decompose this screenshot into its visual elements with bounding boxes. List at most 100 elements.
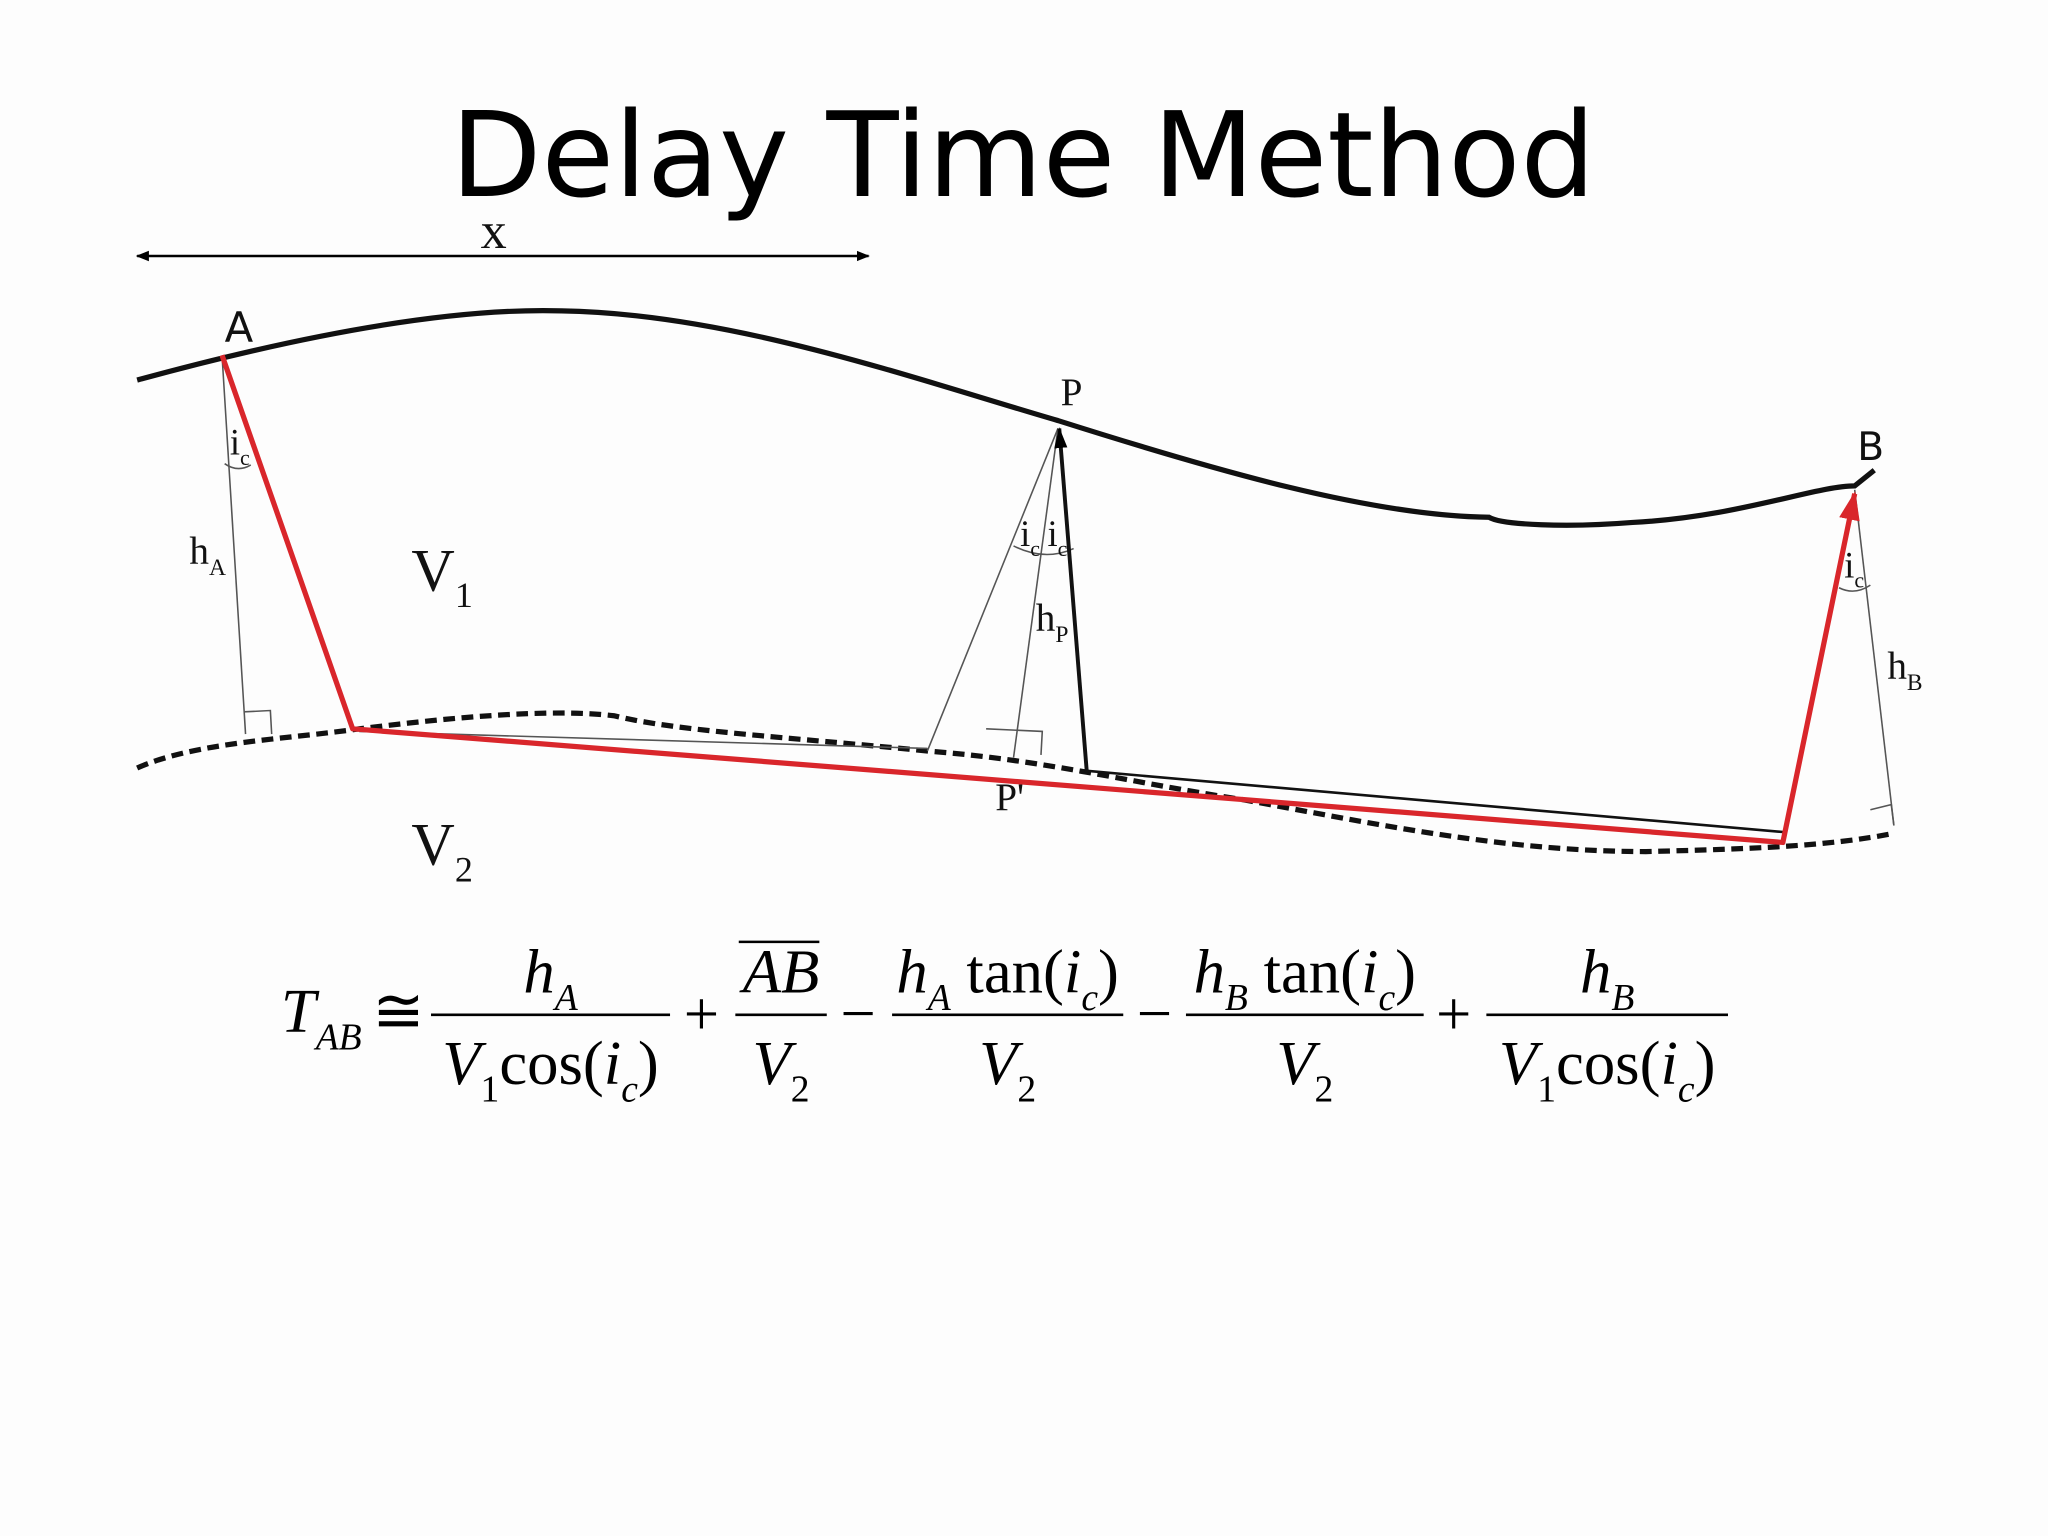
math-part: i [1660,1028,1677,1098]
denominator: V1cos(ic) [1499,1028,1716,1111]
math-part: ) [1098,937,1119,1007]
refracted-ray-path [219,354,1860,846]
math-part: V [411,811,454,878]
math-part: i [1064,937,1081,1007]
denominator: V2 [979,1028,1036,1111]
subscript: c [1678,1069,1695,1111]
diagram-label: ic [1048,513,1068,561]
slide-title: Delay Time Method [451,86,1596,224]
subscript: 1 [481,1069,500,1111]
math-part: x [481,202,507,260]
numerator: hA [523,937,578,1020]
diagram-label: ic [1844,544,1864,592]
math-part: tan( [1248,937,1361,1007]
math-part: B [1857,425,1884,470]
diagram-label: P [1061,371,1083,414]
math-part: V [1276,1028,1321,1098]
math-part: T [281,976,320,1046]
math-part: cos( [1556,1028,1660,1098]
numerator: hA tan(ic) [896,937,1118,1020]
diagram-label: ic [230,422,250,470]
diagram-label: ic [1020,513,1040,561]
operator: + [1436,978,1471,1048]
math-part: V [1499,1028,1544,1098]
formula-relation: ≅ [372,976,425,1046]
math-part: i [604,1028,621,1098]
subscript: 2 [791,1069,810,1111]
math-part: V [979,1028,1024,1098]
subscript: 2 [455,849,473,889]
subscript: A [209,555,226,581]
subscript: 1 [455,575,473,615]
math-part: V [411,536,454,603]
math-part: A [225,303,254,352]
diagram-label: A [225,303,254,352]
diagram-label: P' [995,776,1024,819]
subscript: A [552,977,579,1019]
diagram-label: B [1857,425,1884,470]
math-part: i [230,422,240,463]
subscript: c [1058,536,1068,561]
math-part: V [753,1028,798,1098]
subscript: B [1225,977,1248,1019]
ray-to-p [1054,427,1089,771]
subscript: AB [313,1016,362,1058]
subscript: A [925,977,952,1019]
subscript: c [240,445,250,470]
math-part: h [1887,645,1907,688]
construction-lines [221,355,1895,826]
diagram-label: hP [1036,597,1069,648]
diagram-label: V1 [411,536,472,615]
operator: + [684,978,719,1048]
math-part: h [189,530,209,573]
math-part: tan( [951,937,1064,1007]
math-part: i [1844,544,1854,585]
diagram-label: x [481,202,507,260]
math-part: ) [638,1028,659,1098]
subscript: 1 [1537,1069,1556,1111]
subscript: c [1081,977,1098,1019]
math-part: h [1580,937,1611,1007]
formula-lhs: TAB [281,976,362,1059]
numerator: hB [1580,937,1634,1020]
subscript: c [1854,568,1864,593]
subscript: c [1030,536,1040,561]
math-part: ) [1395,937,1416,1007]
math-part: h [896,937,927,1007]
math-part: P' [995,776,1024,819]
subscript: c [1378,977,1395,1019]
math-part: V [442,1028,487,1098]
diagram-label: hB [1887,645,1922,696]
math-part: i [1048,513,1058,554]
ground-surface [136,307,1876,528]
subscript: P [1055,622,1068,648]
math-part: h [1194,937,1225,1007]
math-part: AB [739,937,820,1007]
math-part: h [1036,597,1056,640]
denominator: V1cos(ic) [442,1028,659,1111]
subscript: B [1907,670,1923,696]
denominator: V2 [753,1028,810,1111]
diagram-label: hA [189,530,226,581]
refractor-interface [136,710,1895,855]
subscript: 2 [1315,1069,1334,1111]
math-part: ) [1695,1028,1716,1098]
denominator: V2 [1276,1028,1333,1111]
math-part: cos( [499,1028,603,1098]
math-part: i [1361,937,1378,1007]
operator: − [1137,978,1172,1048]
subscript: 2 [1017,1069,1036,1111]
math-part: i [1020,513,1030,554]
numerator: AB [739,937,820,1007]
numerator: hB tan(ic) [1194,937,1416,1020]
diagram-label: V2 [411,811,472,890]
math-part: P [1061,371,1083,414]
math-part: h [523,937,554,1007]
head-wave-ray [1083,769,1783,834]
subscript: B [1611,977,1634,1019]
subscript: c [621,1069,638,1111]
